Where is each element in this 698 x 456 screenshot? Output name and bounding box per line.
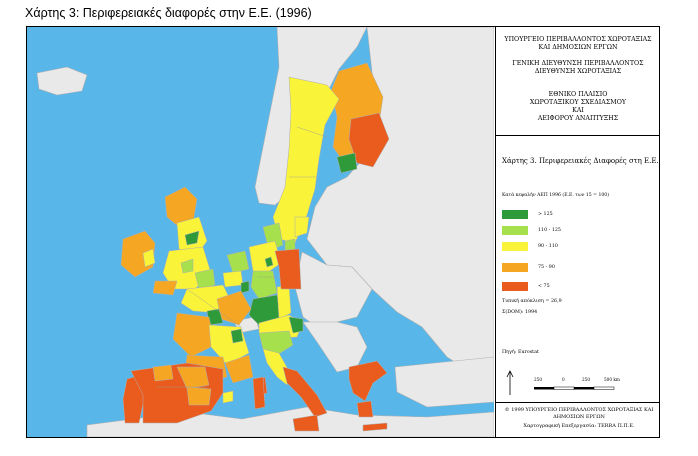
scale-tick: 0 — [562, 377, 565, 382]
italy — [252, 330, 328, 432]
legend-item: > 125 — [502, 210, 553, 219]
scale-tick: 250 — [582, 377, 590, 382]
scale-tick: 250 — [534, 377, 542, 382]
legend-item: 75 - 90 — [502, 263, 555, 272]
map-area[interactable] — [27, 27, 494, 437]
legend-item: 90 - 110 — [502, 242, 558, 251]
framework-title: ΕΘΝΙΚΟ ΠΛΑΙΣΙΟ ΧΩΡΟΤΑΞΙΚΟΥ ΣΧΕΔΙΑΣΜΟΥ ΚΑ… — [529, 91, 627, 122]
legend-item: 110 - 125 — [502, 226, 561, 235]
dom-note: Σ(DOM): 1994 — [502, 310, 538, 315]
spain — [130, 362, 234, 424]
legend-label: 110 - 125 — [538, 228, 561, 233]
sweden — [272, 76, 340, 244]
ireland — [120, 230, 156, 278]
ministry-title: ΥΠΟΥΡΓΕΙΟ ΠΕΡΙΒΑΛΛΟΝΤΟΣ ΧΩΡΟΤΑΞΙΑΣ ΚΑΙ Δ… — [504, 36, 652, 51]
separator — [496, 135, 660, 136]
separator — [496, 402, 660, 403]
source-note: Πηγή: Eurostat — [502, 350, 539, 355]
greece — [348, 360, 388, 432]
legend-item: < 75 — [502, 282, 550, 291]
legend-swatch — [502, 226, 528, 235]
legend-swatch — [502, 210, 528, 219]
benelux — [222, 250, 250, 294]
legend-label: 90 - 110 — [538, 244, 558, 249]
legend-subtitle: Κατά κεφαλήν ΑΕΠ 1996 (Ε.Ε. των 15 = 100… — [502, 193, 610, 198]
directorate-title: ΓΕΝΙΚΗ ΔΙΕΥΘΥΝΣΗ ΠΕΡΙΒΑΛΛΟΝΤΟΣ ΔΙΕΥΘΥΝΣΗ… — [512, 60, 644, 75]
legend-swatch — [502, 282, 528, 291]
scale-tick: 500 km — [604, 377, 620, 382]
legend-swatch — [502, 242, 528, 251]
cartography-credit: Χαρτογραφική Επεξεργασία: TERRA Π.Π.Ε. — [523, 423, 635, 429]
std-deviation-note: Τυπική απόκλιση = 26,9 — [502, 299, 562, 304]
united-kingdom — [152, 186, 216, 296]
legend-map-title: Χάρτης 3. Περιφερειακές Διαφορές στη Ε.Ε… — [502, 157, 659, 165]
legend-label: 75 - 90 — [538, 265, 555, 270]
legend-panel: ΥΠΟΥΡΓΕΙΟ ΠΕΡΙΒΑΛΛΟΝΤΟΣ ΧΩΡΟΤΑΞΙΑΣ ΚΑΙ Δ… — [495, 27, 660, 437]
legend-swatch — [502, 263, 528, 272]
region-borders — [157, 126, 328, 388]
north-arrow-icon — [506, 370, 514, 395]
legend-label: < 75 — [538, 284, 550, 289]
copyright-note: © 1999 ΥΠΟΥΡΓΕΙΟ ΠΕΡΙΒΑΛΛΟΝΤΟΣ ΧΩΡΟΤΑΞΙΑ… — [504, 407, 654, 420]
europe-map[interactable] — [27, 27, 494, 437]
scale-bar — [506, 370, 615, 395]
legend-label: > 125 — [538, 212, 553, 217]
map-caption: Χάρτης 3: Περιφερειακές διαφορές στην Ε.… — [25, 6, 312, 20]
